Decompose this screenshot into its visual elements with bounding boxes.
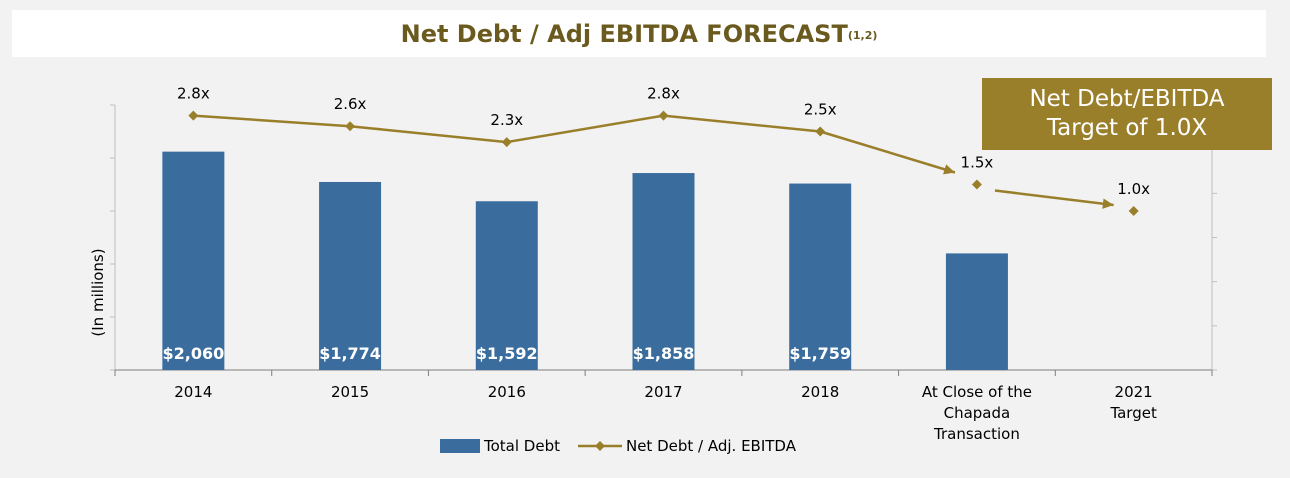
category-label: 2021	[1115, 383, 1153, 401]
line-segment	[193, 114, 351, 128]
ratio-value-label: 1.5x	[961, 154, 994, 172]
chart-title: Net Debt / Adj EBITDA FORECAST	[400, 19, 848, 48]
category-label: 2015	[331, 383, 369, 401]
ratio-value-label: 2.8x	[177, 85, 210, 103]
y-axis-label: (In millions)	[89, 248, 107, 336]
line-segment	[819, 130, 956, 174]
ratio-value-label: 2.5x	[804, 101, 837, 119]
line-arrowhead	[1102, 198, 1114, 209]
line-marker	[971, 179, 982, 190]
chart-labels: (In millions) $2,060 $1,774 $1,592 $1,858 $1,…	[89, 85, 1157, 443]
category-label: Chapada	[944, 404, 1011, 422]
bar-total-debt	[789, 183, 852, 370]
ratio-value-label: 1.0x	[1117, 180, 1150, 198]
bar-series-total-debt	[162, 151, 1008, 370]
category-label: Transaction	[933, 425, 1020, 443]
line-series-net-debt-ebitda	[188, 110, 1139, 216]
legend-label-total-debt: Total Debt	[484, 437, 560, 455]
legend-item-net-debt-ebitda: Net Debt / Adj. EBITDA	[577, 437, 796, 455]
category-label: 2017	[644, 383, 682, 401]
line-arrowhead	[943, 164, 955, 175]
line-marker	[501, 137, 512, 148]
line-segment	[349, 124, 507, 144]
line-segment	[994, 189, 1114, 207]
line-segment	[663, 114, 821, 133]
chart-title-bar: Net Debt / Adj EBITDA FORECAST (1,2)	[12, 10, 1266, 57]
target-callout-line1: Net Debt/EBITDA	[1029, 86, 1225, 112]
ratio-value-label: 2.6x	[334, 95, 367, 113]
bar-total-debt	[475, 201, 538, 370]
bar-value-label: $1,759	[789, 344, 851, 363]
legend-swatch-line	[577, 441, 622, 451]
line-marker	[188, 110, 199, 121]
category-label: 2016	[488, 383, 526, 401]
legend-label-net-debt-ebitda: Net Debt / Adj. EBITDA	[625, 437, 796, 455]
line-marker	[815, 126, 826, 137]
target-callout-line2: Target of 1.0X	[1046, 115, 1208, 141]
line-marker	[345, 121, 356, 132]
target-callout: Net Debt/EBITDA Target of 1.0X	[982, 78, 1272, 150]
category-label: Target	[1109, 404, 1157, 422]
bar-value-label: $1,774	[319, 344, 381, 363]
category-label: 2018	[801, 383, 839, 401]
chart-legend: Total Debt Net Debt / Adj. EBITDA	[440, 437, 814, 455]
bar-total-debt	[319, 181, 382, 370]
bar-value-label: $1,592	[476, 344, 538, 363]
category-label: At Close of the	[922, 383, 1032, 401]
line-marker	[658, 110, 669, 121]
chart-title-footnote: (1,2)	[847, 29, 878, 42]
legend-item-total-debt: Total Debt	[440, 437, 560, 455]
ratio-value-label: 2.3x	[490, 111, 523, 129]
bar-value-label: $2,060	[162, 344, 224, 363]
line-marker	[1128, 206, 1139, 216]
bar-total-debt	[162, 151, 225, 370]
bar-total-debt	[945, 253, 1008, 370]
legend-swatch-bar	[440, 439, 480, 453]
category-label: 2014	[174, 383, 212, 401]
bar-value-label: $1,858	[633, 344, 695, 363]
line-segment	[506, 114, 664, 144]
bar-total-debt	[632, 173, 695, 370]
ratio-value-label: 2.8x	[647, 85, 680, 103]
